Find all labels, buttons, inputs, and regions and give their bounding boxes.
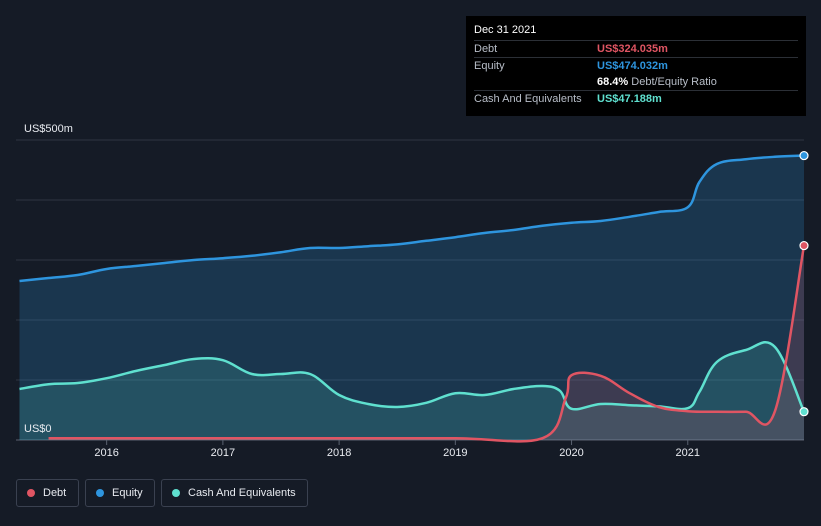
tooltip-date: Dec 31 2021 [474,24,537,36]
tooltip-ratio-label [474,74,597,90]
chart-legend: Debt Equity Cash And Equivalents [16,479,308,507]
x-tick-label-2016: 2016 [94,447,118,459]
tooltip-equity-label: Equity [474,60,505,72]
tooltip-debt-label: Debt [474,43,498,55]
legend-item-debt[interactable]: Debt [16,479,79,507]
x-tick-label-2017: 2017 [211,447,235,459]
series-lines [19,154,806,443]
series-end-markers [799,150,809,417]
legend-cash-dot [172,489,180,497]
x-tick-label-2018: 2018 [327,447,351,459]
line-equity [19,154,805,283]
legend-debt-dot [27,489,35,497]
legend-item-equity[interactable]: Equity [85,479,155,507]
legend-item-cash[interactable]: Cash And Equivalents [161,479,308,507]
tooltip-cash-value: US$47.188m [597,93,662,105]
end-marker-equity [799,150,809,161]
gridlines [16,139,804,441]
legend-equity-dot [96,489,104,497]
x-tick-label-2020: 2020 [559,447,583,459]
x-tick-label-2019: 2019 [443,447,467,459]
area-equity [19,155,805,440]
end-marker-cash-and-equivalents [799,407,809,417]
y-label-bottom: US$0 [24,423,52,435]
legend-cash-label: Cash And Equivalents [188,487,296,499]
tooltip-row-cash: Cash And Equivalents US$47.188m [474,90,798,107]
tooltip-row-debt: Debt US$324.035m [474,40,798,57]
tooltip-ratio-number: 68.4% [597,76,629,88]
x-tick-label-2021: 2021 [676,447,700,459]
series-areas [19,155,805,442]
end-marker-debt [799,240,809,251]
area-debt [48,245,804,442]
tooltip-row-equity: Equity US$474.032m [474,57,798,74]
tooltip-ratio-caption: Debt/Equity Ratio [631,76,717,88]
x-axis-ticks: 2016 2017 2018 2019 2020 2021 [94,440,700,459]
legend-debt-label: Debt [43,487,67,499]
tooltip-equity-value: US$474.032m [597,60,668,72]
area-cash-and-equivalents [19,342,805,440]
tooltip-panel: Dec 31 2021 Debt US$324.035m Equity US$4… [466,16,806,116]
tooltip-row-ratio: 68.4% Debt/Equity Ratio [474,74,798,90]
line-debt [48,245,806,443]
tooltip-ratio-value: 68.4% Debt/Equity Ratio [597,74,717,90]
tooltip-cash-label: Cash And Equivalents [474,93,582,105]
tooltip-debt-value: US$324.035m [597,43,668,55]
legend-equity-label: Equity [112,487,143,499]
y-label-top: US$500m [24,123,73,135]
line-cash-and-equivalents [19,341,806,413]
